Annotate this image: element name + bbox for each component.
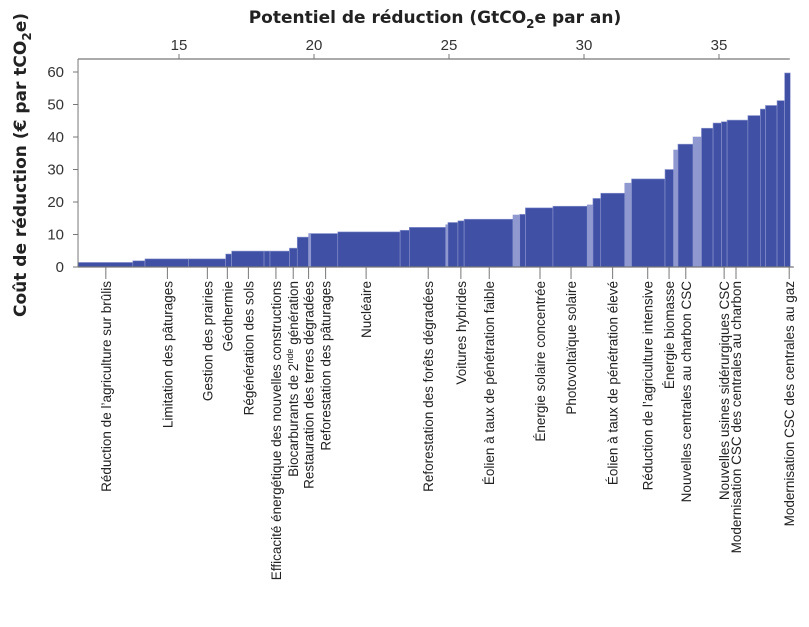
y-tick-label: 60	[47, 64, 64, 81]
bar	[144, 258, 189, 268]
bar	[784, 72, 791, 268]
bar	[188, 258, 227, 268]
bar	[552, 205, 588, 268]
y-tick-label: 50	[47, 97, 64, 114]
bar	[673, 149, 679, 268]
bar-label: Énergie biomasse	[662, 281, 677, 389]
bar	[586, 204, 594, 268]
x-tick-label: 15	[171, 37, 188, 54]
bar-label: Efficacité énergétique des nouvelles con…	[269, 281, 284, 580]
y-axis-title: Coût de réduction (€ par tCO2e)	[11, 13, 34, 317]
bar	[399, 229, 410, 268]
bar-labels-group: Réduction de l’agriculture sur brûlis Lim…	[99, 267, 797, 580]
bar	[712, 122, 722, 268]
x-tick-label: 35	[711, 37, 728, 54]
bar	[726, 119, 749, 268]
bar	[77, 262, 134, 268]
bar	[463, 218, 514, 268]
bar-label: Nouvelles usines sidérurgiques CSC	[717, 281, 732, 500]
bar	[525, 207, 554, 268]
y-tick-label: 10	[47, 227, 64, 244]
bar-label: Réduction de l’agriculture intensive	[641, 281, 656, 490]
bar	[231, 250, 265, 268]
bar-label: Limitation des pâturages	[160, 281, 175, 428]
x-tick-label: 25	[441, 37, 458, 54]
bar-label: Biocarburants de 2nde génération	[285, 281, 301, 477]
bar	[269, 250, 290, 268]
bar	[409, 227, 447, 268]
bar	[664, 169, 674, 268]
bar	[701, 127, 714, 268]
bar-label: Géothermie	[220, 281, 235, 352]
bar-label: Voitures hybrides	[454, 281, 469, 385]
y-tick-label: 0	[56, 259, 64, 276]
bar	[132, 260, 146, 268]
bar	[457, 220, 465, 268]
axes-group: 15 20 25 30 35 0 10 20 30 40 50 60	[47, 37, 794, 276]
x-tick-label: 30	[576, 37, 593, 54]
bar	[776, 100, 785, 268]
bar	[519, 214, 526, 268]
bar	[677, 143, 694, 268]
bar-label: Nouvelles centrales au charbon CSC	[679, 281, 694, 503]
bar-label: Éolien à taux de pénétration élevé	[606, 281, 621, 485]
bar	[263, 250, 271, 268]
bar	[747, 115, 761, 268]
y-tick-label: 20	[47, 194, 64, 211]
bar-label: Réduction de l’agriculture sur brûlis	[99, 281, 114, 492]
bar	[225, 253, 232, 268]
bar-label: Éolien à taux de pénétration faible	[482, 281, 497, 485]
bar	[337, 231, 401, 268]
bar-label: Modernisation CSC des centrales au gaz	[782, 281, 797, 527]
bar	[760, 108, 766, 268]
bar	[765, 105, 778, 268]
bar	[721, 121, 728, 268]
bar-label: Photovoltaïque solaire	[564, 281, 579, 415]
bar	[447, 222, 459, 268]
bar-label: Régénération des sols	[241, 281, 256, 416]
bar-label: Reforestation des pâturages	[319, 281, 334, 451]
bar	[692, 136, 702, 268]
bar-label: Nucléaire	[359, 281, 374, 338]
bar	[296, 236, 309, 268]
x-tick-label: 20	[306, 37, 323, 54]
bar-label: Gestion des prairies	[200, 281, 215, 401]
bar	[445, 224, 449, 268]
bar	[624, 182, 632, 268]
x-axis-title: Potentiel de réduction (GtCO2e par an)	[249, 8, 622, 31]
bar	[308, 233, 312, 268]
bar	[631, 178, 666, 268]
bar-label: Restauration des terres dégradées	[302, 281, 317, 489]
bar	[512, 214, 521, 268]
y-tick-label: 40	[47, 129, 64, 146]
bar-label: Énergie solaire concentrée	[533, 281, 548, 442]
bar	[600, 192, 626, 268]
bar-label: Reforestation des forêts dégradées	[421, 281, 436, 492]
bars-group	[77, 72, 791, 268]
bar	[310, 233, 339, 268]
bar	[592, 198, 602, 268]
bar-label: Modernisation CSC des centrales au charb…	[729, 281, 744, 553]
bar	[289, 247, 298, 268]
y-tick-label: 30	[47, 162, 64, 179]
